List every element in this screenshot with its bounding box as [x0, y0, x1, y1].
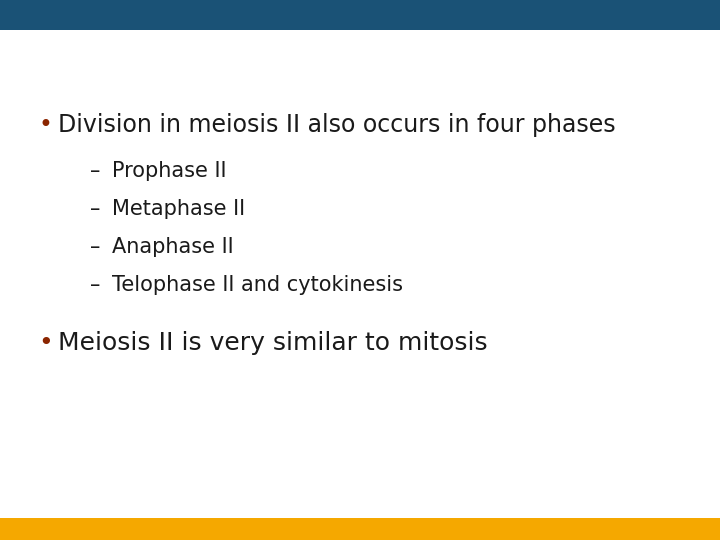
Text: Anaphase II: Anaphase II [112, 237, 233, 257]
Bar [0, 0, 720, 30]
Text: –: – [90, 161, 100, 181]
Text: Division in meiosis II also occurs in four phases: Division in meiosis II also occurs in fo… [58, 113, 616, 137]
Text: –: – [90, 199, 100, 219]
Text: •: • [38, 113, 52, 137]
Text: Prophase II: Prophase II [112, 161, 227, 181]
Text: •: • [38, 331, 53, 355]
Text: © 2011 Pearson Education, Inc.: © 2011 Pearson Education, Inc. [14, 524, 191, 534]
Text: Metaphase II: Metaphase II [112, 199, 245, 219]
Text: –: – [90, 275, 100, 295]
Text: –: – [90, 237, 100, 257]
Text: Telophase II and cytokinesis: Telophase II and cytokinesis [112, 275, 403, 295]
Text: Meiosis II is very similar to mitosis: Meiosis II is very similar to mitosis [58, 331, 487, 355]
Bar [0, 518, 720, 540]
